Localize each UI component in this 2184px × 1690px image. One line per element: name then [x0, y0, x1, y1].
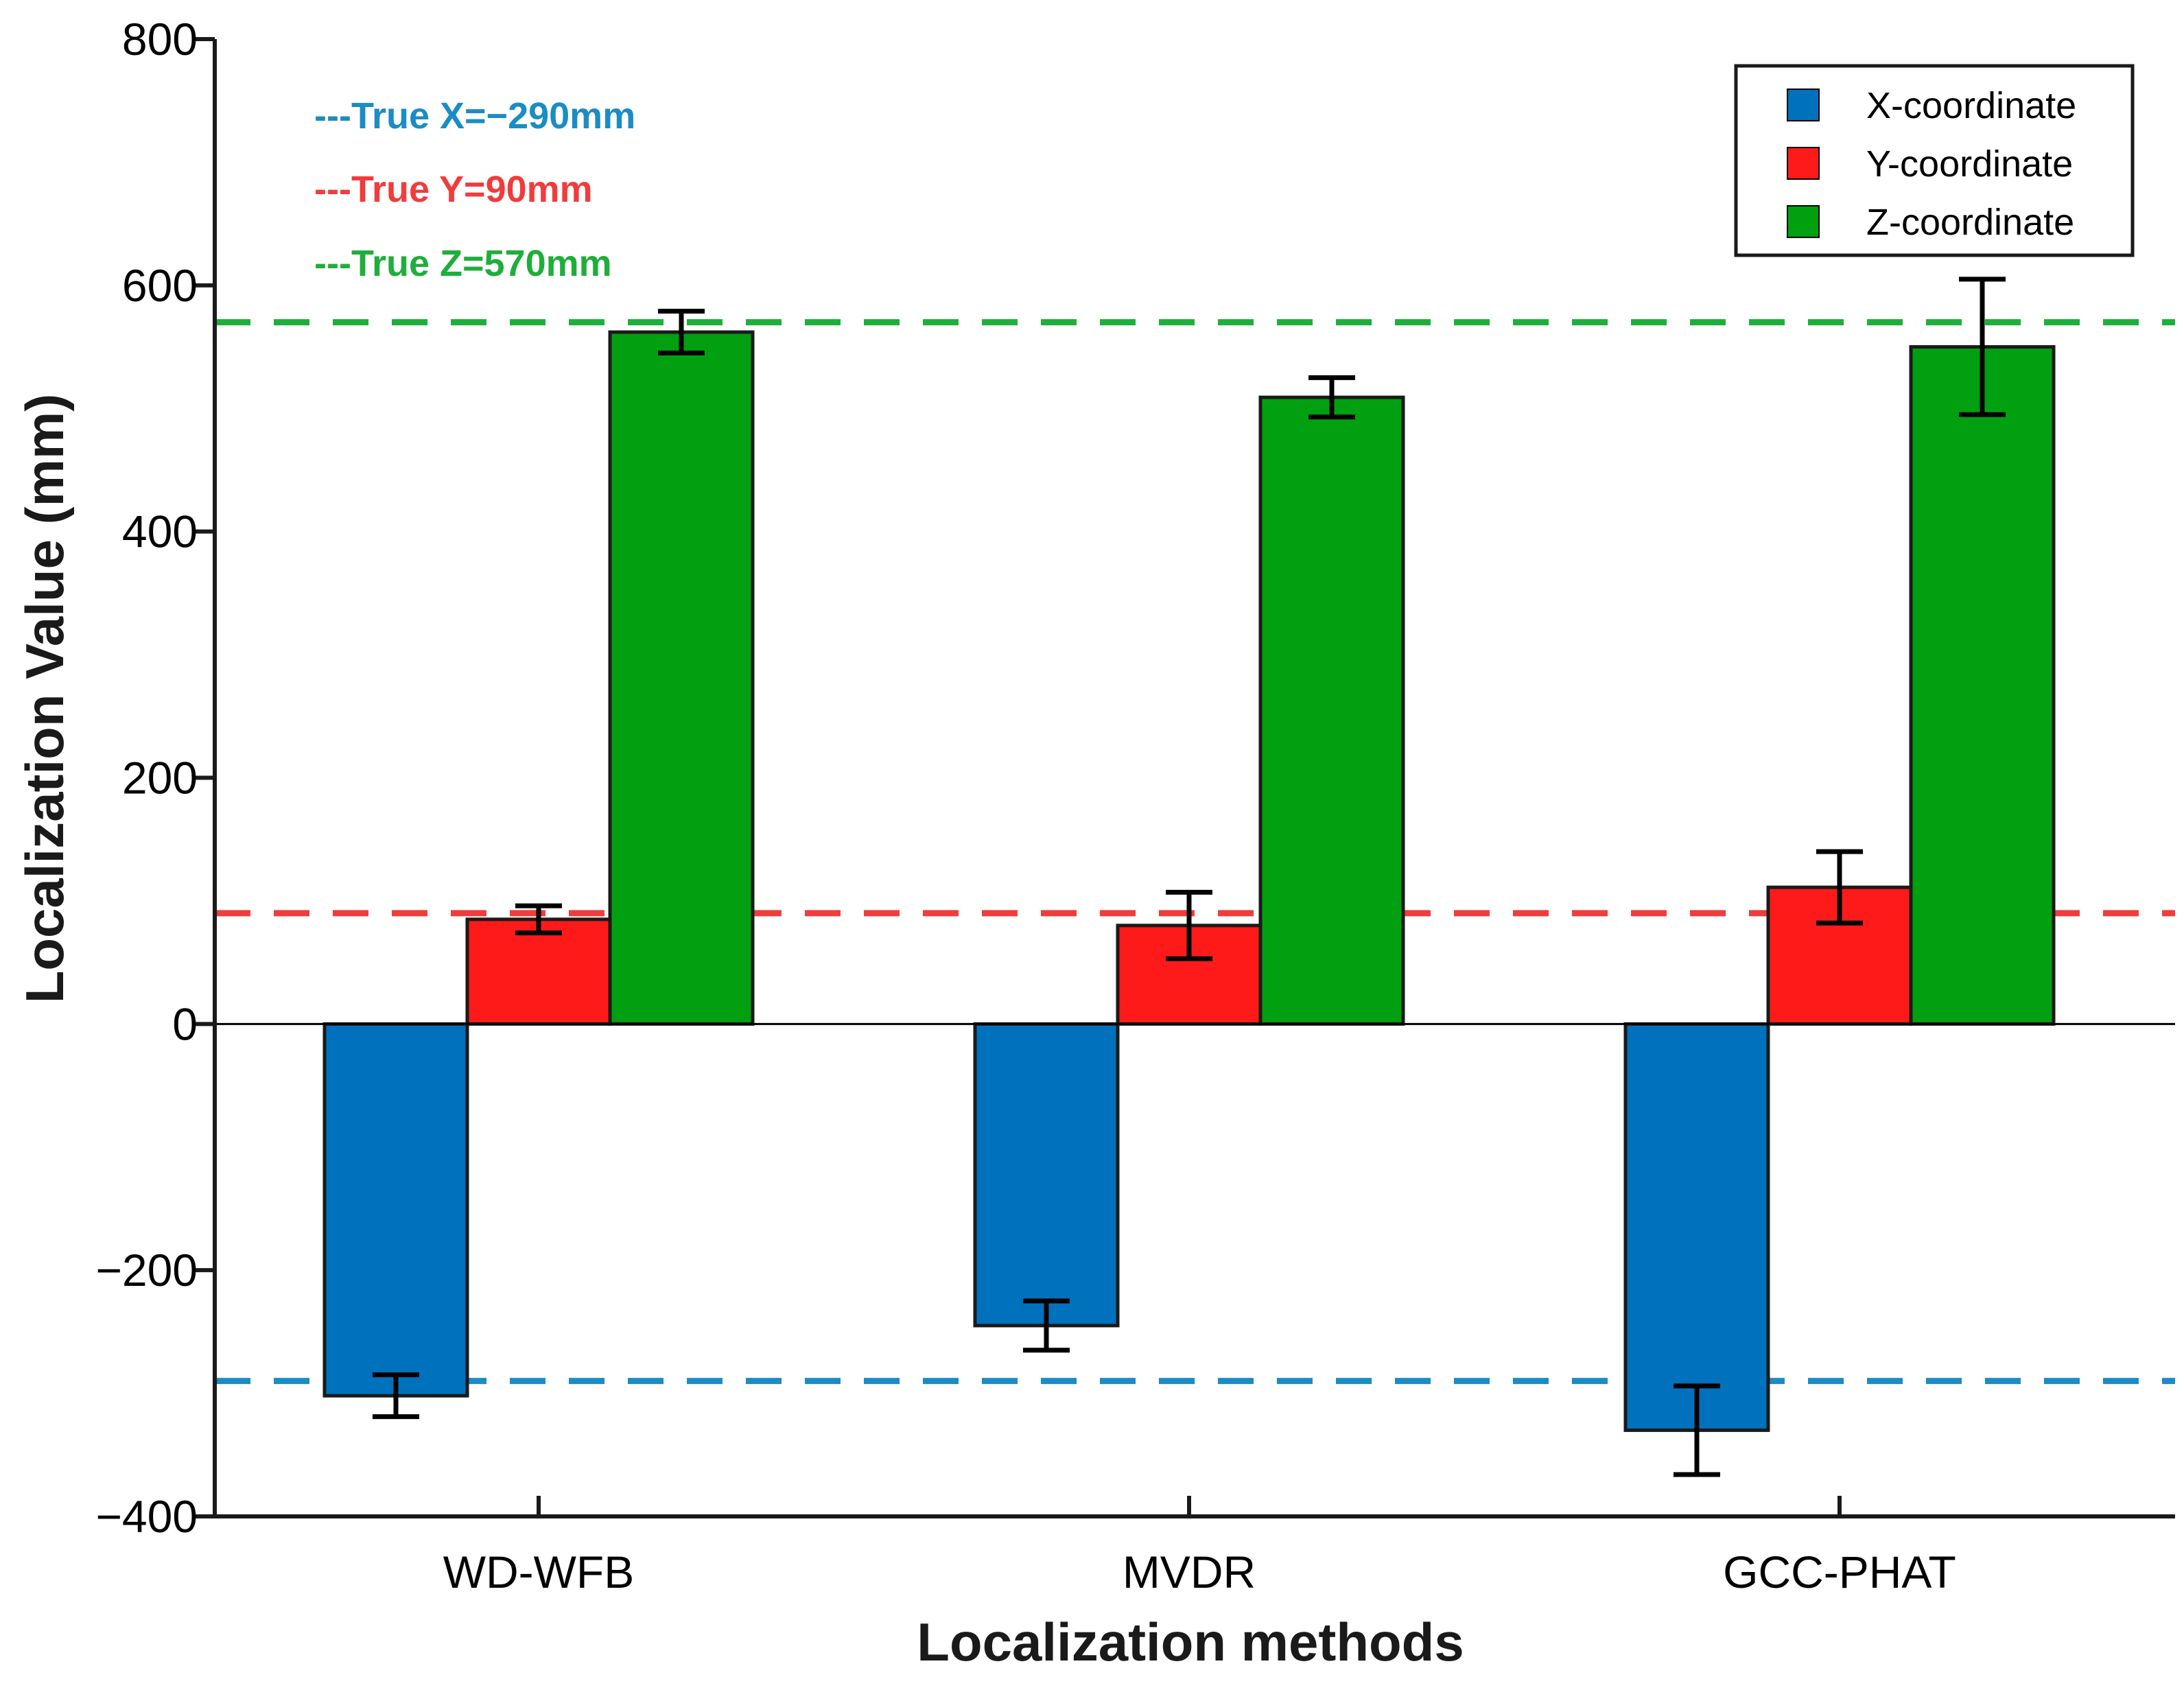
legend-swatch-y — [1787, 147, 1820, 180]
bar-z-mvdr — [1258, 395, 1405, 1026]
x-tick-label: WD-WFB — [443, 1547, 635, 1597]
error-bar-y-mvdr — [1166, 889, 1212, 961]
y-tick-label: 200 — [122, 753, 198, 803]
legend-label-y: Y-coordinate — [1866, 143, 2073, 185]
y-tick-label: 400 — [122, 506, 198, 557]
y-tick-label: 800 — [122, 14, 198, 64]
error-bar-z-wd-wfb — [658, 309, 705, 356]
axes: −400 −200 0 200 400 600 800 WD-WFB MVDR GCC-PHAT — [95, 14, 2175, 1597]
error-bar-x-wd-wfb — [373, 1372, 419, 1420]
y-tick-label: −200 — [95, 1245, 198, 1295]
y-tick-label: −400 — [95, 1491, 198, 1542]
reference-label-y: ---True Y=90mm — [314, 169, 593, 210]
bar-x-mvdr — [973, 1022, 1120, 1328]
legend: X-coordinate Y-coordinate Z-coordinate — [1734, 64, 2135, 257]
y-tick-label: 600 — [122, 260, 198, 311]
error-bar-x-gcc-phat — [1674, 1383, 1720, 1477]
error-bar-x-mvdr — [1023, 1298, 1070, 1353]
legend-label-z: Z-coordinate — [1866, 202, 2074, 243]
error-bar-z-gcc-phat — [1959, 277, 2006, 417]
error-bar-z-mvdr — [1308, 375, 1355, 420]
y-tick-label: 0 — [172, 998, 198, 1049]
x-tick-label: GCC-PHAT — [1723, 1547, 1956, 1597]
reference-label-z: ---True Z=570mm — [314, 243, 612, 284]
legend-swatch-z — [1787, 205, 1820, 238]
bars-layer — [322, 330, 2056, 1432]
error-bar-y-gcc-phat — [1816, 849, 1863, 926]
bar-x-wd-wfb — [322, 1022, 469, 1398]
reference-lines — [215, 319, 2175, 1385]
error-bars-layer — [373, 277, 2006, 1477]
error-bar-y-wd-wfb — [515, 903, 562, 936]
x-axis-title: Localization methods — [917, 1612, 1464, 1672]
bar-z-wd-wfb — [608, 330, 755, 1026]
bar-z-gcc-phat — [1909, 345, 2056, 1026]
bar-x-gcc-phat — [1623, 1022, 1770, 1432]
x-tick-label: MVDR — [1123, 1547, 1256, 1597]
y-axis-title: Localization Value (mm) — [14, 394, 75, 1004]
legend-swatch-x — [1787, 89, 1820, 121]
reference-label-x: ---True X=−290mm — [314, 95, 635, 137]
legend-label-x: X-coordinate — [1866, 85, 2076, 126]
reference-labels: ---True X=−290mm ---True Y=90mm ---True Z=… — [314, 95, 635, 284]
